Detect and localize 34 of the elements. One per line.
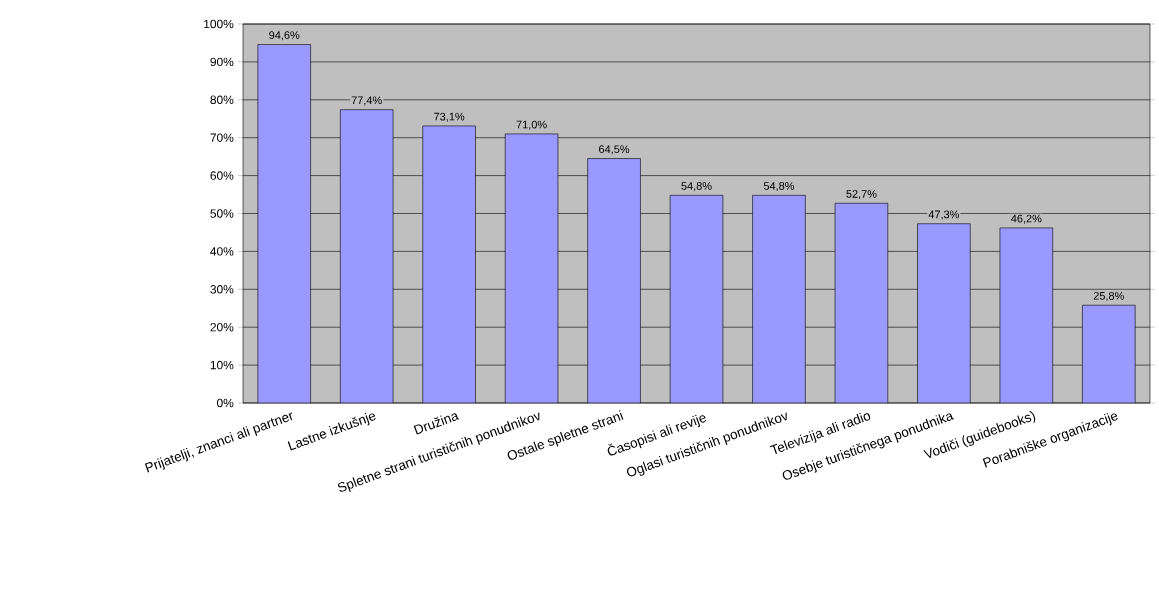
y-tick-label: 10% <box>210 360 234 370</box>
data-label: 46,2% <box>1011 214 1042 224</box>
y-tick-label: 0% <box>217 398 234 408</box>
y-tick-label: 50% <box>210 209 234 218</box>
bar <box>752 195 806 403</box>
data-label: 64,5% <box>599 145 630 155</box>
x-tick-label: Družina <box>413 413 460 435</box>
y-tick-label: 70% <box>210 133 234 142</box>
y-tick-label: 40% <box>210 247 234 256</box>
data-label: 94,6% <box>269 31 300 41</box>
bar <box>834 202 889 403</box>
data-label: 71,0% <box>516 120 547 130</box>
y-tick-label: 100% <box>204 19 234 29</box>
data-label: 54,8% <box>681 182 712 192</box>
bar <box>917 223 971 403</box>
y-tick-label: 30% <box>210 285 234 294</box>
data-label: 54,8% <box>763 182 795 192</box>
bar <box>340 109 394 403</box>
data-label: 47,3% <box>928 210 960 220</box>
data-label: 77,4% <box>351 96 382 106</box>
bar <box>669 195 724 403</box>
bar <box>422 125 476 403</box>
bar <box>504 133 559 403</box>
data-label: 52,7% <box>846 190 877 200</box>
y-tick-label: 60% <box>210 171 234 180</box>
bar <box>999 227 1054 403</box>
y-tick-label: 80% <box>210 95 234 105</box>
bar <box>1082 304 1136 403</box>
data-label: 73,1% <box>434 112 465 122</box>
y-tick-label: 20% <box>210 322 234 332</box>
y-tick-label: 90% <box>210 57 234 67</box>
bar <box>257 44 311 403</box>
bar <box>587 158 641 403</box>
data-label: 25,8% <box>1093 291 1124 302</box>
